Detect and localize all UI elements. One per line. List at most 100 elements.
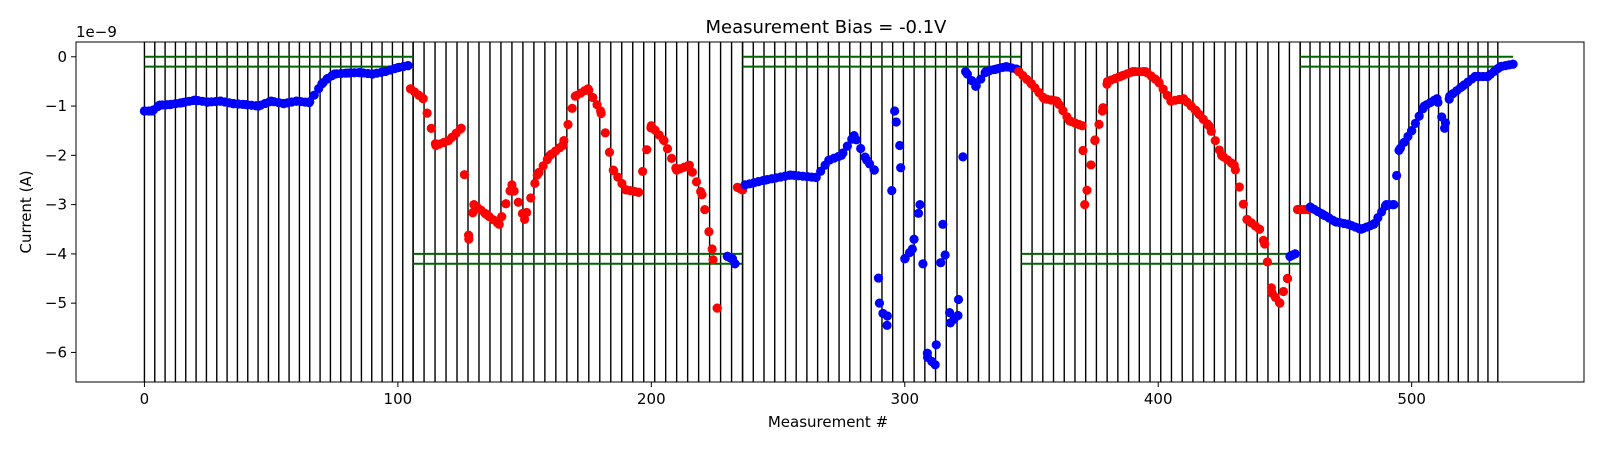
data-point-red bbox=[563, 119, 573, 130]
data-point-red bbox=[696, 186, 706, 197]
data-point-red bbox=[1090, 135, 1100, 145]
data-point-blue bbox=[887, 186, 897, 196]
chart-title: Measurement Bias = -0.1V bbox=[705, 17, 947, 38]
data-point-red bbox=[633, 187, 644, 197]
data-point-blue bbox=[913, 208, 924, 218]
data-point-blue bbox=[918, 259, 928, 269]
data-point-blue bbox=[869, 165, 879, 175]
data-point-red bbox=[658, 135, 668, 145]
data-point-blue bbox=[904, 247, 915, 258]
data-point-blue bbox=[962, 69, 972, 79]
data-point-red bbox=[1278, 286, 1289, 297]
data-point-red bbox=[707, 244, 717, 254]
data-point-blue bbox=[931, 340, 941, 350]
data-point-red bbox=[1080, 200, 1090, 210]
data-point-blue bbox=[922, 348, 932, 358]
data-point-blue bbox=[309, 90, 319, 100]
data-point-blue bbox=[842, 141, 852, 151]
data-point-red bbox=[422, 108, 432, 118]
data-point-red bbox=[638, 166, 648, 177]
data-point-red bbox=[418, 93, 428, 104]
data-point-blue bbox=[1290, 249, 1300, 259]
data-point-blue bbox=[895, 140, 905, 151]
data-point-red bbox=[530, 178, 540, 189]
data-point-red bbox=[459, 170, 470, 180]
data-point-blue bbox=[896, 163, 906, 173]
x-axis: 0 100 200 300 400 500 bbox=[140, 382, 1426, 408]
data-point-red bbox=[1214, 145, 1224, 155]
data-point-red bbox=[596, 108, 606, 119]
data-point-blue bbox=[953, 294, 964, 305]
data-point-red bbox=[1262, 257, 1273, 267]
data-point-blue bbox=[1407, 126, 1417, 136]
data-point-red bbox=[1254, 224, 1265, 234]
data-point-red bbox=[1226, 158, 1236, 168]
data-point-red bbox=[708, 255, 718, 265]
data-point-red bbox=[455, 124, 465, 134]
data-point-blue bbox=[958, 152, 968, 162]
data-point-red bbox=[497, 212, 507, 222]
data-point-blue bbox=[938, 219, 948, 229]
x-tick-label: 100 bbox=[384, 390, 413, 408]
data-point-red bbox=[700, 204, 710, 215]
data-point-blue bbox=[890, 106, 900, 116]
data-point-blue bbox=[873, 273, 884, 283]
data-point-blue bbox=[1410, 118, 1421, 128]
data-point-red bbox=[1238, 199, 1248, 209]
data-point-red bbox=[463, 230, 474, 240]
data-point-blue bbox=[1414, 111, 1424, 121]
data-point-red bbox=[1074, 119, 1084, 130]
data-point-blue bbox=[882, 311, 892, 321]
y-tick-label: −3 bbox=[45, 196, 67, 214]
data-point-red bbox=[604, 147, 615, 157]
y-axis-label: Current (A) bbox=[17, 170, 35, 253]
data-point-blue bbox=[940, 250, 950, 260]
data-point-blue bbox=[936, 258, 946, 268]
data-point-red bbox=[526, 193, 536, 203]
data-point-blue bbox=[874, 298, 885, 308]
data-point-blue bbox=[1440, 118, 1451, 128]
data-point-red bbox=[1086, 160, 1096, 170]
data-point-red bbox=[521, 207, 532, 218]
data-point-blue bbox=[403, 61, 413, 71]
data-point-blue bbox=[1388, 200, 1398, 210]
data-point-blue bbox=[971, 80, 981, 91]
data-point-blue bbox=[1508, 59, 1518, 69]
data-point-red bbox=[662, 144, 673, 154]
data-point-red bbox=[559, 135, 569, 146]
data-point-blue bbox=[730, 259, 740, 269]
data-point-blue bbox=[949, 314, 959, 324]
data-point-red bbox=[687, 167, 697, 177]
data-point-blue bbox=[944, 308, 955, 318]
data-point-red bbox=[513, 197, 523, 207]
y-offset-label: 1e−9 bbox=[76, 23, 117, 41]
plot-frame bbox=[75, 41, 1585, 383]
y-tick-label: −4 bbox=[45, 245, 67, 263]
data-point-blue bbox=[305, 97, 315, 107]
x-tick-label: 400 bbox=[1144, 390, 1173, 408]
data-point-blue bbox=[909, 234, 919, 244]
data-point-blue bbox=[1392, 170, 1402, 181]
x-tick-label: 200 bbox=[637, 390, 666, 408]
x-tick-label: 300 bbox=[890, 390, 919, 408]
x-axis-label: Measurement # bbox=[768, 413, 888, 431]
data-point-red bbox=[509, 186, 519, 196]
plot-area bbox=[139, 42, 1518, 382]
data-point-red bbox=[1082, 185, 1092, 195]
data-point-red bbox=[1094, 119, 1104, 129]
data-point-red bbox=[426, 123, 436, 133]
data-point-red bbox=[1098, 103, 1108, 113]
y-tick-label: −2 bbox=[45, 146, 67, 164]
y-tick-label: −1 bbox=[45, 97, 67, 115]
data-point-red bbox=[1234, 182, 1244, 192]
data-point-red bbox=[588, 92, 598, 103]
x-tick-label: 0 bbox=[140, 390, 150, 408]
data-point-blue bbox=[882, 320, 892, 330]
data-point-red bbox=[667, 153, 677, 163]
data-point-blue bbox=[976, 74, 986, 84]
data-point-red bbox=[584, 85, 594, 95]
data-point-red bbox=[555, 143, 565, 153]
data-point-blue bbox=[838, 148, 848, 158]
data-point-blue bbox=[851, 135, 861, 145]
